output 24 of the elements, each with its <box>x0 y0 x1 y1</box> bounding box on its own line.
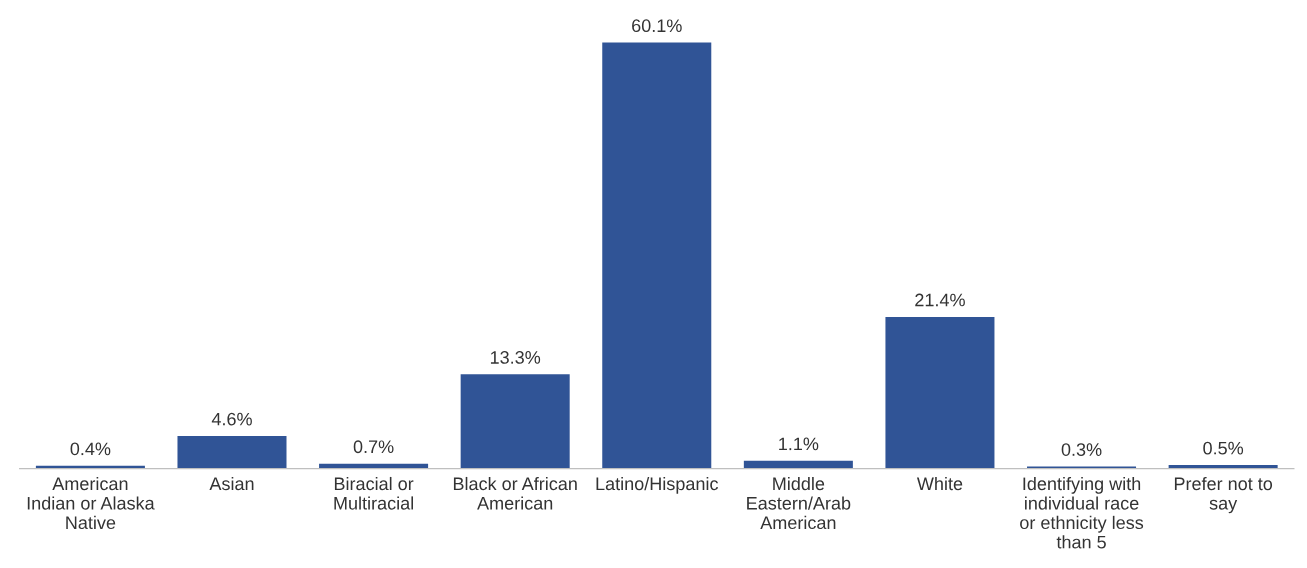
bar <box>885 316 995 469</box>
x-tick-label: Identifying with individual race or ethnicity less than 5 <box>1020 476 1144 549</box>
data-label: 4.6% <box>211 412 252 426</box>
data-label: 0.3% <box>1061 443 1102 456</box>
x-tick-label: Biracial or Multiracial <box>334 476 414 510</box>
x-tick-label: American Indian or Alaska Native <box>27 476 155 530</box>
data-label: 1.1% <box>779 437 819 451</box>
x-tick-label: Middle Eastern/Arab American <box>747 476 851 530</box>
bar <box>460 374 570 469</box>
x-tick-label: Black or African American <box>453 476 577 510</box>
bar <box>743 460 853 469</box>
x-tick-label: Prefer not to say <box>1174 476 1273 514</box>
x-tick-label: Latino/Hispanic <box>596 476 719 494</box>
data-label: 60.1% <box>632 19 682 33</box>
data-label: 13.3% <box>490 351 541 364</box>
data-label: 21.4% <box>915 293 965 307</box>
x-tick-label: White <box>916 476 963 491</box>
data-label: 0.4% <box>70 442 111 456</box>
data-label: 0.5% <box>1203 441 1244 455</box>
data-label: 0.7% <box>353 440 394 454</box>
bar <box>177 435 287 469</box>
x-tick-label: Asian <box>209 476 254 491</box>
bar <box>602 42 712 469</box>
bar <box>1027 466 1137 469</box>
